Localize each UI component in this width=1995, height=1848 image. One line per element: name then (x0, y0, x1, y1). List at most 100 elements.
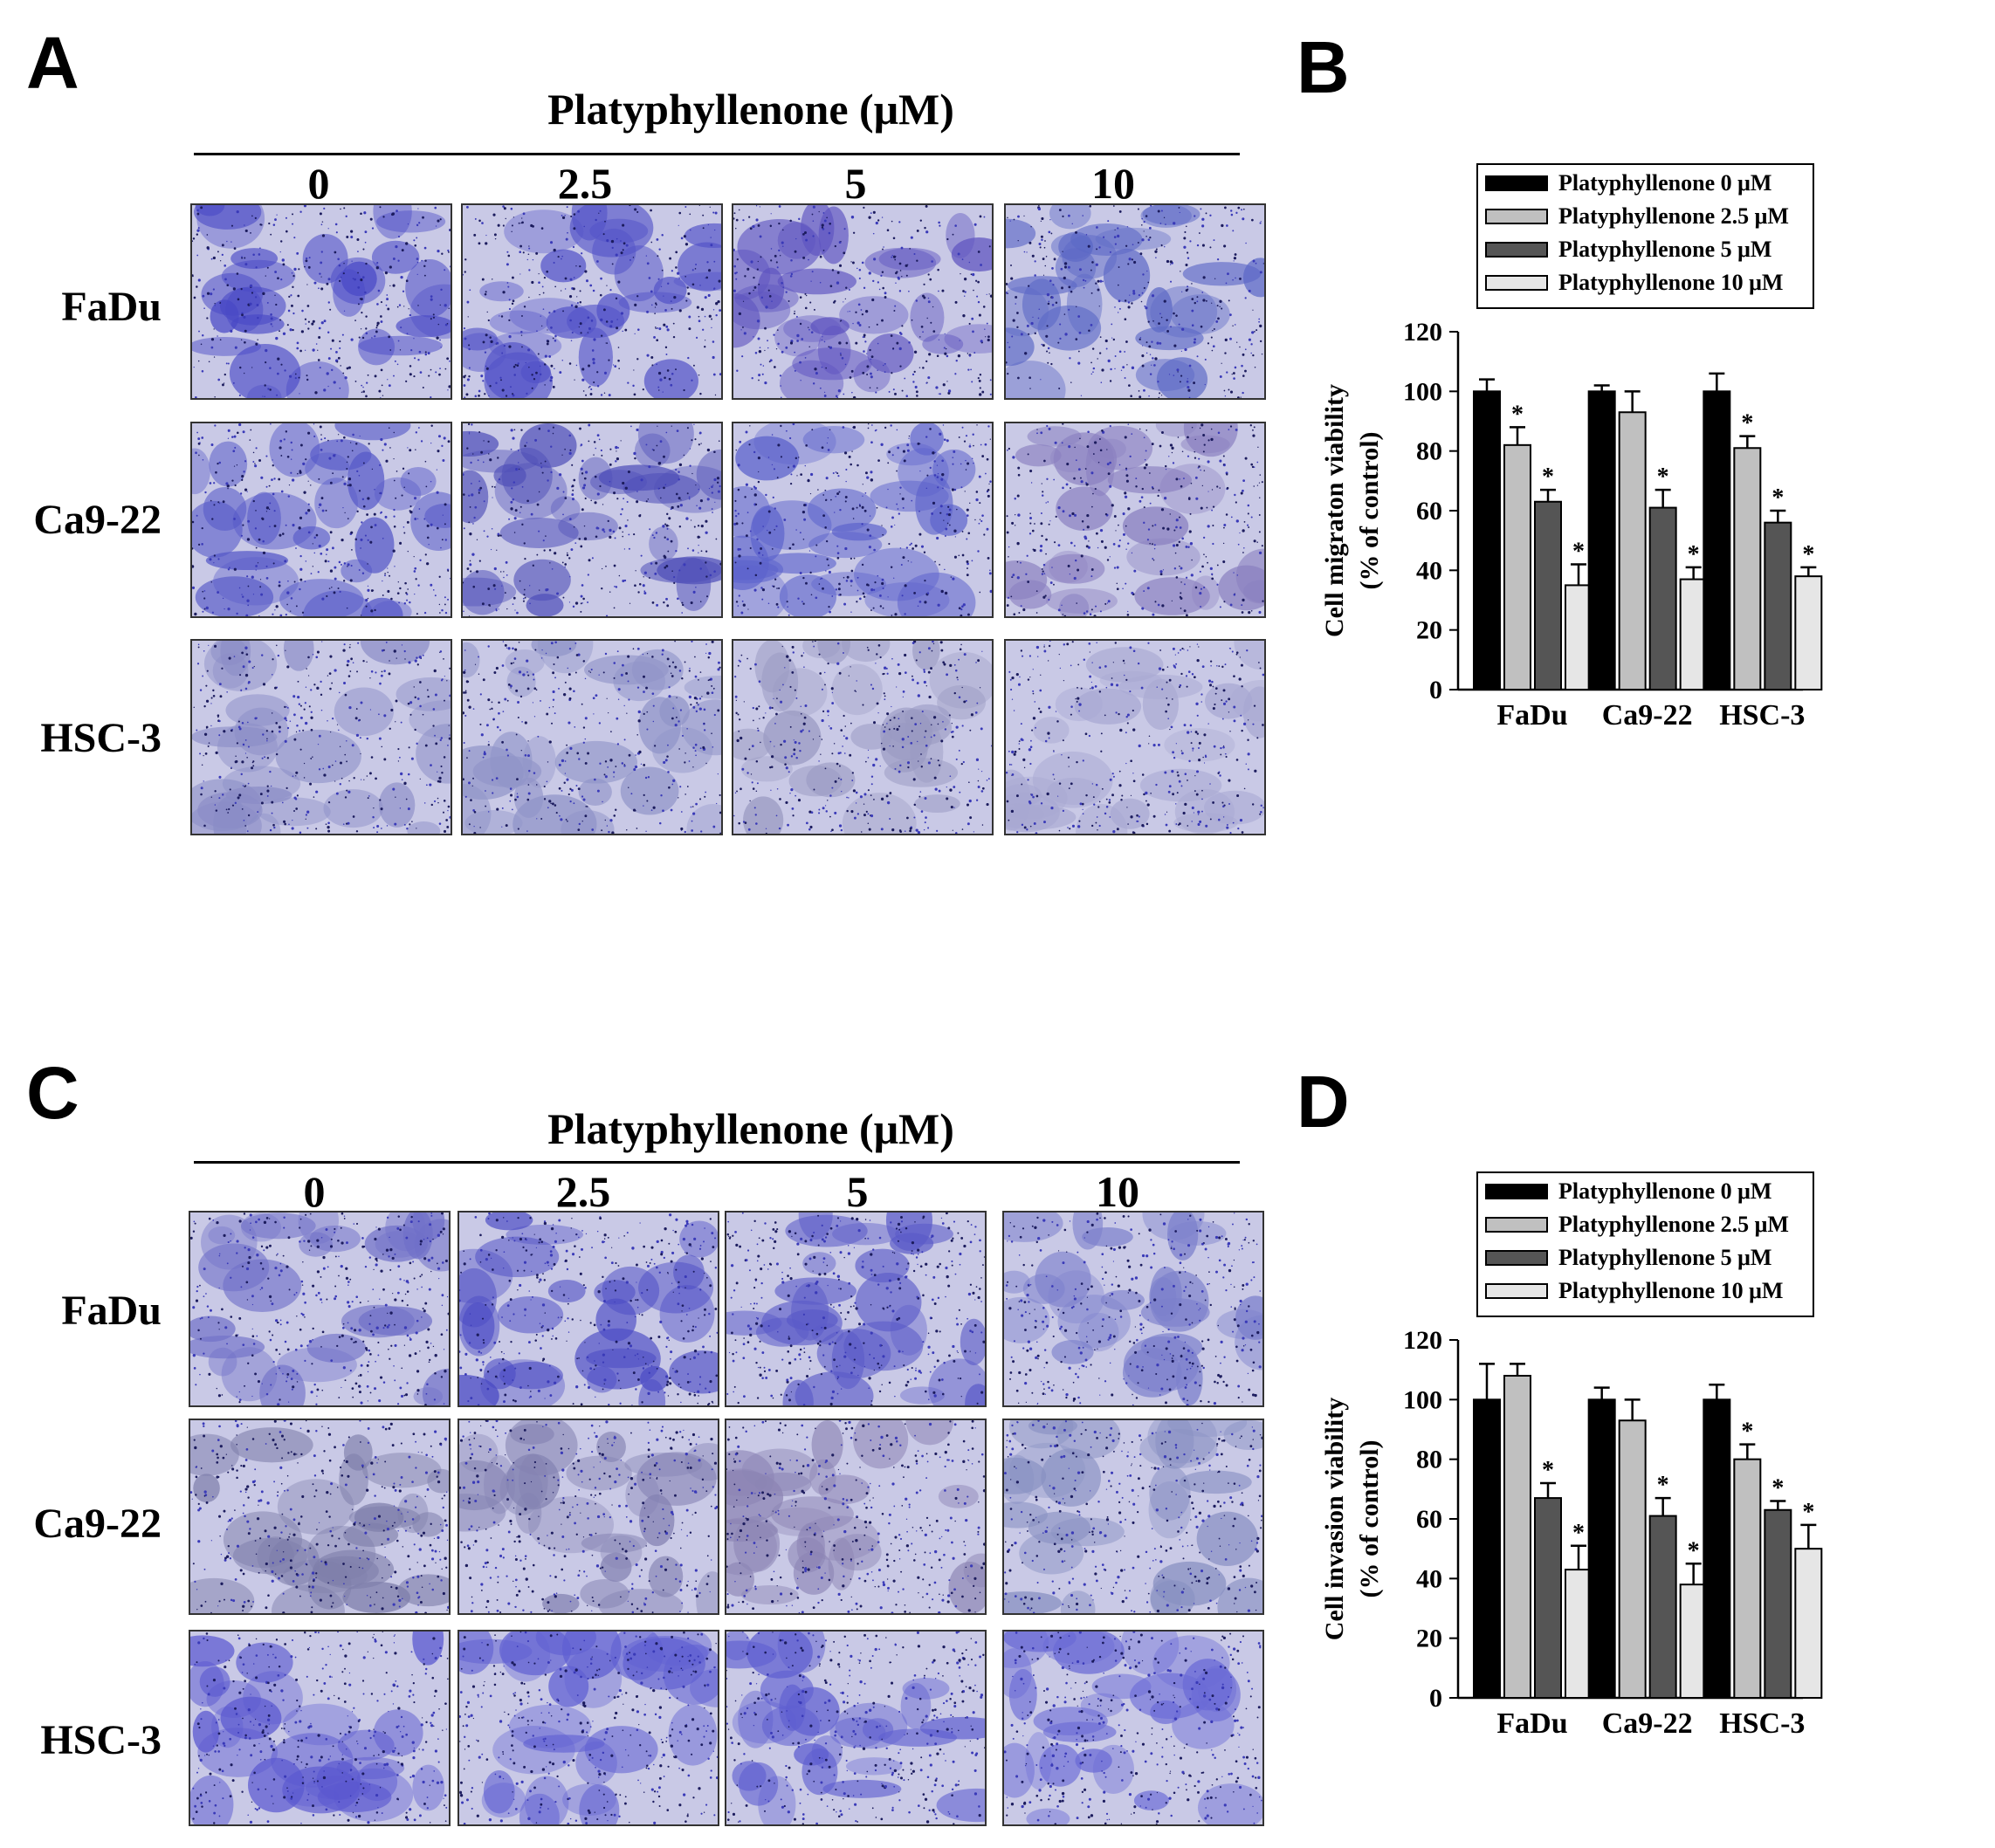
migration-chart-bar-1-0 (1587, 390, 1616, 690)
migration-micrograph-fadu-2-5 (461, 203, 723, 400)
invasion-chart-legend-swatch-3 (1485, 1283, 1548, 1299)
cell-line-label-c-ca9-22: Ca9-22 (33, 1501, 162, 1547)
invasion-chart-bar-2-1 (1733, 1458, 1762, 1699)
invasion-chart-legend-label-3: Platyphyllenone 10 μM (1558, 1278, 1783, 1303)
migration-chart-legend-label-0: Platyphyllenone 0 μM (1558, 170, 1771, 196)
invasion-chart-legend-swatch-1 (1485, 1217, 1548, 1233)
migration-chart-significance-0-1: * (1511, 401, 1524, 428)
migration-chart-bar-2-0 (1703, 390, 1731, 690)
invasion-chart-category-label-0: FaDu (1496, 1707, 1567, 1740)
invasion-micrograph-hsc-3-10 (1002, 1630, 1264, 1826)
invasion-chart-bar-2-0 (1703, 1398, 1731, 1699)
migration-chart-y-tick-label-100: 100 (1403, 377, 1442, 406)
migration-micrograph-hsc-3-10 (1004, 639, 1266, 835)
invasion-chart-significance-1-3: * (1688, 1537, 1700, 1564)
migration-chart-bar-1-1 (1618, 411, 1647, 690)
migration-chart-legend-swatch-3 (1485, 275, 1548, 291)
conc-label-c-5: 5 (846, 1167, 869, 1216)
migration-chart-category-label-2: HSC-3 (1719, 699, 1805, 732)
migration-chart-y-tick-label-120: 120 (1403, 318, 1442, 347)
migration-micrograph-ca9-22-2-5 (461, 422, 723, 618)
invasion-chart-bar-0-2 (1534, 1497, 1562, 1700)
migration-chart-category-label-1: Ca9-22 (1602, 699, 1693, 732)
migration-chart-bar-0-1 (1503, 443, 1531, 690)
invasion-micrograph-ca9-22-5 (725, 1419, 987, 1615)
migration-chart-legend-label-1: Platyphyllenone 2.5 μM (1558, 203, 1789, 229)
concentration-line-a (194, 153, 1240, 155)
migration-chart-bar-1-3 (1679, 578, 1708, 691)
invasion-bar-chart: Platyphyllenone 0 μM Platyphyllenone 2.5 … (1320, 1171, 1823, 1740)
migration-chart-bar-2-3 (1794, 575, 1823, 690)
panel-letter-d: D (1297, 1061, 1350, 1143)
panel-letter-a: A (26, 22, 79, 104)
migration-chart-y-tick-label-0: 0 (1429, 676, 1442, 704)
conc-label-c-0: 0 (303, 1167, 326, 1216)
conc-label-a-10: 10 (1091, 159, 1135, 208)
migration-micrograph-fadu-10 (1004, 203, 1266, 400)
conc-label-a-5: 5 (844, 159, 867, 208)
migration-chart-bar-0-3 (1565, 584, 1593, 690)
migration-chart-significance-2-3: * (1802, 541, 1814, 568)
invasion-chart-significance-0-2: * (1542, 1457, 1554, 1484)
panel-letter-c: C (26, 1052, 79, 1134)
migration-chart-y-label-2: (% of control) (1355, 431, 1384, 589)
migration-bar-chart: Platyphyllenone 0 μM Platyphyllenone 2.5 … (1320, 163, 1823, 732)
invasion-chart-bar-2-2 (1764, 1508, 1792, 1699)
invasion-chart-bar-1-1 (1618, 1419, 1647, 1699)
concentration-title-c: Platyphyllenone (μM) (547, 1104, 954, 1153)
conc-label-a-0: 0 (307, 159, 330, 208)
migration-chart-significance-0-2: * (1542, 464, 1554, 491)
invasion-chart-y-tick-label-100: 100 (1403, 1385, 1442, 1414)
migration-chart-legend-label-3: Platyphyllenone 10 μM (1558, 270, 1783, 295)
invasion-micrograph-ca9-22-10 (1002, 1419, 1264, 1615)
migration-chart-y-tick-label-20: 20 (1416, 616, 1442, 645)
invasion-chart-legend-swatch-2 (1485, 1250, 1548, 1266)
invasion-chart-bar-1-2 (1648, 1515, 1677, 1700)
migration-chart-legend-swatch-1 (1485, 209, 1548, 224)
invasion-micrograph-ca9-22-2-5 (457, 1419, 719, 1615)
invasion-chart-category-label-1: Ca9-22 (1602, 1707, 1693, 1740)
invasion-chart-y-tick-label-0: 0 (1429, 1684, 1442, 1713)
concentration-title-a: Platyphyllenone (μM) (547, 85, 954, 134)
invasion-chart-y-tick-label-120: 120 (1403, 1326, 1442, 1355)
invasion-chart-legend-label-2: Platyphyllenone 5 μM (1558, 1245, 1771, 1270)
invasion-chart-y-tick-label-60: 60 (1416, 1505, 1442, 1534)
migration-micrograph-ca9-22-10 (1004, 422, 1266, 618)
migration-chart-bar-1-2 (1648, 506, 1677, 691)
invasion-micrograph-hsc-3-5 (725, 1630, 987, 1826)
cell-line-label-c-fadu: FaDu (61, 1288, 162, 1334)
cell-line-label-a-fadu: FaDu (61, 284, 162, 330)
conc-label-c-10: 10 (1096, 1167, 1139, 1216)
invasion-micrograph-hsc-3-2-5 (457, 1630, 719, 1826)
migration-chart-significance-0-3: * (1572, 539, 1585, 566)
migration-chart-significance-2-2: * (1771, 484, 1784, 512)
invasion-chart-y-tick-label-20: 20 (1416, 1625, 1442, 1653)
conc-label-c-2-5: 2.5 (555, 1167, 611, 1216)
panel-letter-b: B (1297, 26, 1350, 108)
invasion-chart-y-label: Cell invasion viability (1320, 1398, 1349, 1640)
migration-chart-legend-swatch-0 (1485, 175, 1548, 191)
invasion-chart-significance-1-2: * (1657, 1472, 1669, 1499)
invasion-chart-bar-0-3 (1565, 1569, 1593, 1700)
cell-line-label-c-hsc-3: HSC-3 (40, 1717, 162, 1763)
invasion-chart-bar-0-0 (1473, 1398, 1501, 1699)
invasion-chart-category-label-2: HSC-3 (1719, 1707, 1805, 1740)
migration-chart-legend-label-2: Platyphyllenone 5 μM (1558, 237, 1771, 262)
migration-chart-significance-1-3: * (1688, 541, 1700, 568)
invasion-micrograph-ca9-22-0 (189, 1419, 451, 1615)
invasion-micrograph-fadu-10 (1002, 1211, 1264, 1407)
invasion-micrograph-fadu-0 (189, 1211, 451, 1407)
migration-chart-category-label-0: FaDu (1496, 699, 1567, 732)
invasion-chart-y-label-2: (% of control) (1355, 1439, 1384, 1597)
migration-chart-y-tick-label-40: 40 (1416, 556, 1442, 585)
invasion-chart-y-tick-label-80: 80 (1416, 1446, 1442, 1474)
migration-chart-significance-1-2: * (1657, 464, 1669, 491)
migration-chart-bar-2-1 (1733, 447, 1762, 690)
invasion-chart-significance-2-3: * (1802, 1499, 1814, 1526)
migration-chart-bar-0-2 (1534, 500, 1562, 690)
invasion-chart-y-tick-label-40: 40 (1416, 1564, 1442, 1593)
migration-chart-legend-swatch-2 (1485, 242, 1548, 258)
invasion-chart-significance-0-3: * (1572, 1520, 1585, 1547)
invasion-micrograph-hsc-3-0 (189, 1630, 451, 1826)
migration-chart-y-label: Cell migraton viability (1320, 384, 1349, 637)
